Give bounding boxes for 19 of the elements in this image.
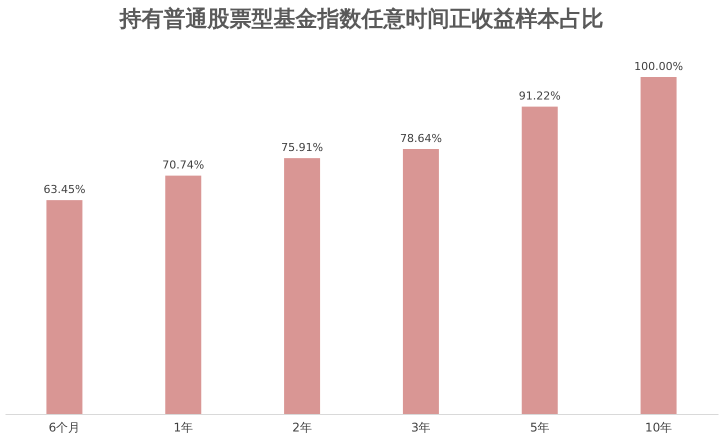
data-label: 63.45% — [43, 183, 86, 196]
data-label: 78.64% — [400, 132, 442, 145]
x-tick-label: 3年 — [411, 420, 431, 434]
bar — [640, 77, 677, 414]
x-tick-label: 1年 — [173, 420, 194, 434]
data-label: 75.91% — [281, 141, 324, 154]
x-tick-label: 5年 — [530, 420, 550, 434]
bar — [46, 200, 82, 414]
data-label: 100.00% — [634, 60, 684, 73]
x-tick-label: 2年 — [292, 420, 312, 434]
bar — [522, 106, 558, 414]
x-tick-label: 6个月 — [48, 420, 80, 434]
data-label: 91.22% — [518, 90, 561, 103]
bar — [165, 176, 202, 414]
bar — [284, 158, 320, 414]
data-label: 70.74% — [162, 158, 204, 172]
bar — [402, 148, 439, 414]
chart-title: 持有普通股票型基金指数任意时间正收益样本占比 — [118, 6, 604, 32]
x-tick-label: 10年 — [644, 420, 672, 434]
